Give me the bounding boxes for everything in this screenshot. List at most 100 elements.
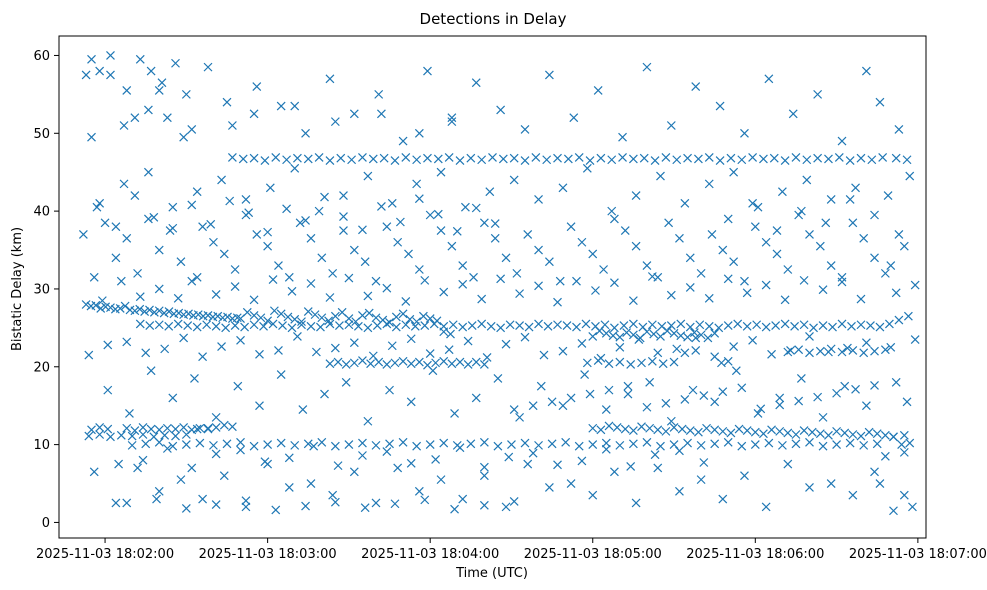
- data-point: [97, 296, 107, 306]
- data-point: [306, 279, 316, 288]
- data-point: [209, 237, 218, 247]
- data-point: [534, 440, 543, 450]
- data-point: [661, 152, 671, 162]
- data-point: [628, 154, 638, 164]
- data-point: [486, 321, 496, 331]
- data-point: [463, 336, 473, 346]
- data-point: [195, 438, 205, 448]
- data-point: [696, 330, 706, 340]
- data-point: [420, 275, 430, 285]
- data-point: [493, 374, 503, 383]
- data-point: [837, 347, 847, 357]
- data-point: [723, 321, 733, 330]
- data-point: [263, 440, 273, 450]
- data-point: [490, 219, 500, 228]
- data-point: [401, 320, 411, 330]
- data-point: [103, 385, 113, 395]
- data-point: [122, 233, 132, 243]
- data-point: [582, 163, 592, 173]
- data-point: [619, 321, 629, 330]
- data-point: [595, 326, 604, 336]
- data-point: [162, 423, 172, 433]
- data-point: [293, 153, 302, 163]
- data-point: [523, 459, 533, 469]
- data-point: [181, 440, 191, 450]
- data-point: [834, 152, 844, 162]
- data-point: [306, 479, 316, 488]
- y-tick-label: 50: [33, 127, 50, 142]
- data-point: [268, 275, 278, 285]
- data-point: [290, 314, 300, 324]
- data-point: [358, 451, 367, 460]
- data-point: [198, 494, 208, 504]
- data-point: [344, 320, 354, 330]
- data-point: [301, 501, 310, 511]
- data-point: [135, 292, 145, 302]
- data-point: [111, 498, 121, 508]
- data-point: [703, 333, 713, 343]
- data-point: [479, 218, 489, 228]
- data-point: [317, 437, 327, 447]
- data-point: [704, 152, 714, 162]
- data-point: [637, 422, 646, 432]
- data-point: [276, 370, 286, 379]
- data-point: [222, 439, 232, 449]
- data-point: [122, 86, 132, 95]
- data-point: [815, 241, 825, 251]
- data-point: [642, 327, 652, 337]
- data-point: [783, 265, 793, 274]
- data-point: [742, 288, 752, 298]
- data-point: [845, 195, 855, 204]
- data-point: [691, 82, 701, 92]
- data-point: [303, 307, 313, 316]
- data-point: [832, 388, 842, 398]
- data-point: [886, 261, 896, 271]
- data-point: [574, 441, 584, 451]
- data-point: [528, 448, 538, 458]
- data-point: [265, 183, 275, 193]
- data-point: [807, 427, 817, 437]
- data-point: [547, 397, 557, 407]
- data-point: [256, 313, 266, 323]
- data-point: [767, 425, 776, 435]
- data-point: [222, 97, 232, 107]
- data-point: [455, 156, 465, 165]
- data-point: [334, 321, 344, 330]
- data-point: [404, 249, 413, 259]
- data-point: [211, 449, 221, 459]
- data-point: [672, 344, 682, 354]
- data-point: [902, 155, 912, 165]
- data-point: [414, 357, 424, 367]
- data-point: [344, 273, 354, 283]
- data-point: [84, 350, 94, 360]
- data-point: [647, 272, 657, 281]
- data-point: [391, 322, 401, 332]
- data-point: [520, 438, 530, 448]
- data-point: [509, 153, 519, 163]
- data-point: [818, 321, 828, 330]
- data-point: [241, 502, 251, 512]
- data-point: [731, 366, 741, 376]
- data-point: [236, 445, 245, 455]
- data-point: [642, 261, 652, 271]
- data-point: [414, 128, 424, 138]
- data-point: [496, 274, 506, 284]
- data-point: [805, 348, 814, 358]
- data-point: [368, 154, 378, 164]
- data-point: [650, 156, 660, 165]
- data-point: [328, 268, 338, 278]
- data-point: [316, 322, 325, 332]
- data-point: [382, 283, 392, 293]
- data-point: [306, 321, 316, 331]
- data-point: [696, 440, 706, 450]
- data-point: [290, 163, 300, 173]
- data-point: [401, 152, 411, 162]
- data-point: [393, 463, 403, 473]
- data-point: [324, 316, 334, 326]
- data-point: [154, 320, 164, 330]
- data-point: [783, 459, 793, 469]
- data-point: [452, 226, 462, 236]
- data-point: [794, 345, 804, 355]
- data-point: [612, 423, 622, 432]
- data-point: [734, 424, 744, 434]
